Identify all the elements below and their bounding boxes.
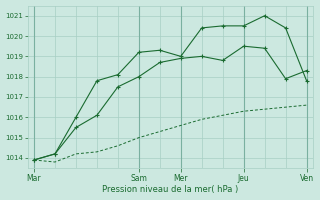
X-axis label: Pression niveau de la mer( hPa ): Pression niveau de la mer( hPa ) xyxy=(102,185,238,194)
